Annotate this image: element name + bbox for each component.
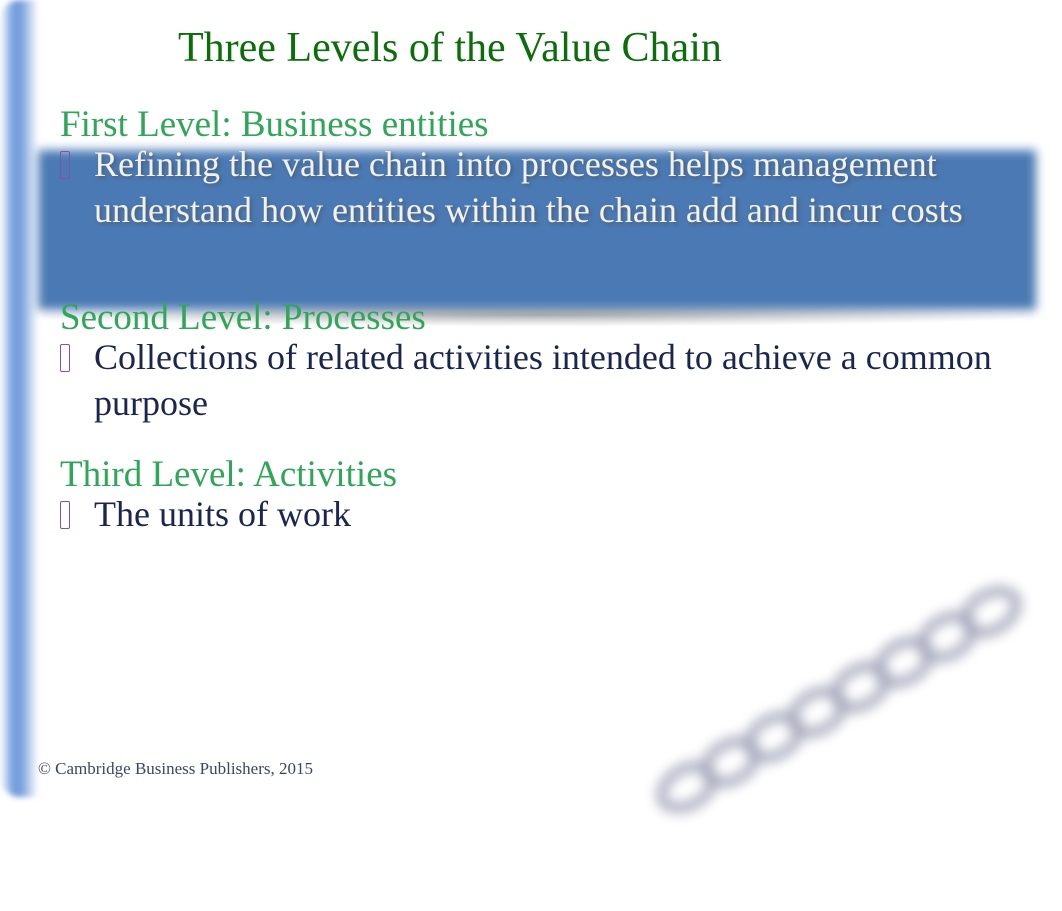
level2-bullet-text: Collections of related activities intend… — [94, 334, 1026, 426]
slide-content: First Level: Business entities Refining … — [60, 106, 1026, 537]
bullet-marker-icon — [60, 344, 70, 372]
level2-bullet: Collections of related activities intend… — [60, 334, 1026, 426]
level2-heading: Second Level: Processes — [60, 299, 1026, 338]
slide-title: Three Levels of the Value Chain — [60, 24, 1026, 72]
level1-bullet: Refining the value chain into processes … — [60, 141, 1026, 233]
level3-group: Third Level: Activities The units of wor… — [60, 456, 1026, 537]
bullet-marker-icon — [60, 501, 70, 529]
level3-heading: Third Level: Activities — [60, 456, 1026, 495]
spacer — [60, 233, 1026, 295]
level3-bullet-text: The units of work — [94, 491, 351, 537]
bullet-marker-icon — [60, 151, 70, 179]
level1-heading: First Level: Business entities — [60, 106, 1026, 145]
level3-bullet: The units of work — [60, 491, 1026, 537]
level1-bullet-text: Refining the value chain into processes … — [94, 141, 1026, 233]
copyright-text: © Cambridge Business Publishers, 2015 — [38, 759, 313, 779]
